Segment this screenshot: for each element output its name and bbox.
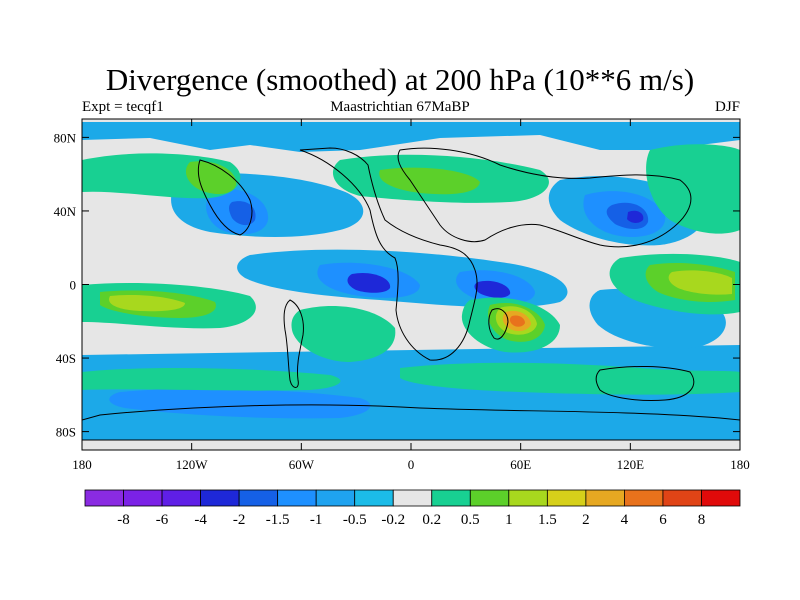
- colorbar-label: 0.2: [422, 512, 441, 528]
- colorbar-swatch: [469, 489, 510, 507]
- coastline: [595, 366, 695, 401]
- colorbar-swatch: [238, 489, 279, 507]
- divergence-maximum: [109, 294, 185, 312]
- y-tick-label: 80S: [56, 425, 76, 440]
- divergence-band: [291, 306, 396, 362]
- deep-convergence-core: [474, 280, 511, 298]
- colorbar-swatch: [84, 489, 124, 507]
- colorbar-label: -6: [156, 512, 169, 528]
- coastline: [397, 147, 692, 248]
- colorbar-label: -0.2: [381, 512, 405, 528]
- y-tick-label: 80N: [54, 130, 77, 145]
- colorbar-label: 1: [505, 512, 513, 528]
- colorbar-label: 4: [621, 512, 629, 528]
- colorbar-label: 2: [582, 512, 590, 528]
- y-tick-label: 40S: [56, 351, 76, 366]
- coastline: [488, 308, 509, 340]
- colorbar-label: -2: [233, 512, 246, 528]
- colorbar-swatch: [315, 489, 356, 507]
- divergence-field: [82, 119, 740, 450]
- strong-divergence-core: [379, 167, 480, 195]
- x-tick-label: 120E: [617, 457, 645, 472]
- colorbar-swatch: [585, 489, 625, 507]
- x-tick-label: 60E: [510, 457, 531, 472]
- y-tick-label: 40N: [54, 204, 77, 219]
- colorbar-label: -1.5: [266, 512, 290, 528]
- colorbar-label: 8: [698, 512, 706, 528]
- colorbar-label: 6: [659, 512, 667, 528]
- colorbar-label: -0.5: [343, 512, 367, 528]
- coastline: [82, 404, 740, 441]
- colorbar-swatch: [431, 489, 471, 507]
- coastline: [283, 299, 304, 388]
- x-tick-label: 60W: [289, 457, 315, 472]
- colorbar-swatch: [123, 489, 163, 507]
- divergence-band: [400, 362, 740, 395]
- colorbar: -8 -6 -4 -2 -1.5 -1 -0.5 -0.2 0.2 0.5 1 1.5 2 4 6 8: [84, 489, 741, 528]
- divergence-maximum: [668, 270, 732, 295]
- colorbar-swatch: [624, 489, 664, 507]
- period-label: Maastrichtian 67MaBP: [330, 99, 470, 115]
- x-tick-label: 180: [72, 457, 92, 472]
- plot-title: Divergence (smoothed) at 200 hPa (10**6 …: [105, 62, 695, 97]
- colorbar-swatch: [354, 489, 394, 507]
- colorbar-swatch: [662, 489, 702, 507]
- colorbar-label: 0.5: [461, 512, 480, 528]
- colorbar-swatch: [508, 489, 548, 507]
- strong-convergence-core: [109, 388, 371, 419]
- colorbar-label: -1: [310, 512, 323, 528]
- colorbar-label: -8: [117, 512, 130, 528]
- x-tick-label: 180: [730, 457, 750, 472]
- colorbar-swatch: [200, 489, 240, 507]
- x-tick-label: 0: [408, 457, 415, 472]
- deep-convergence-core: [229, 201, 256, 226]
- coastlines: [82, 147, 740, 441]
- colorbar-swatch: [161, 489, 201, 507]
- colorbar-swatch: [392, 489, 433, 507]
- deep-convergence-core: [347, 272, 391, 293]
- x-axis: 180 120W 60W 0 60E 120E 180: [72, 119, 750, 472]
- colorbar-swatch: [546, 489, 587, 507]
- divergence-maximum: [509, 315, 525, 327]
- convergence-region: [82, 122, 740, 152]
- y-tick-label: 0: [70, 278, 77, 293]
- experiment-label: Expt = tecqf1: [82, 99, 164, 115]
- coastline: [299, 147, 478, 361]
- deep-convergence-core: [627, 210, 644, 223]
- y-axis: 80N 40N 0 40S 80S: [54, 130, 740, 440]
- colorbar-swatch: [277, 489, 317, 507]
- divergence-band: [82, 368, 341, 391]
- colorbar-label: -4: [194, 512, 207, 528]
- colorbar-swatch: [701, 489, 741, 507]
- colorbar-label: 1.5: [538, 512, 557, 528]
- coastline: [197, 159, 253, 236]
- divergence-band: [646, 144, 740, 234]
- season-label: DJF: [714, 99, 740, 115]
- x-tick-label: 120W: [176, 457, 209, 472]
